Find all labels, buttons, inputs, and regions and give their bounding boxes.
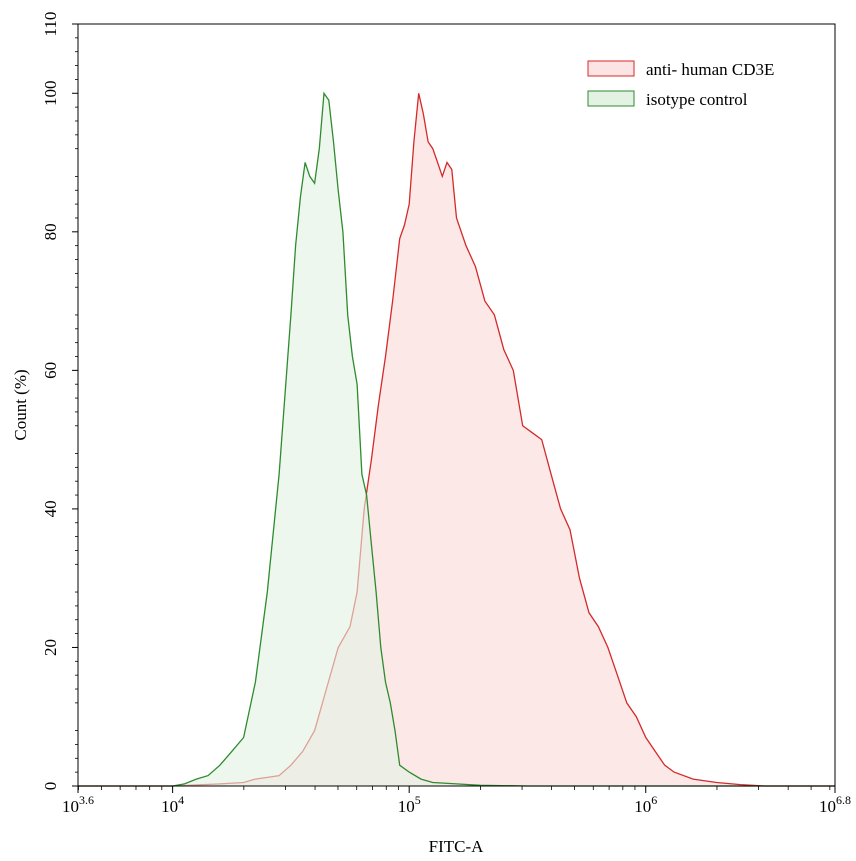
legend-swatch-cd3e — [587, 60, 635, 77]
y-tick-label-80: 80 — [41, 223, 60, 240]
legend-swatch-isotype — [587, 90, 635, 107]
y-tick-label-100: 100 — [41, 81, 60, 107]
series-area-1 — [78, 93, 835, 787]
y-tick-label-40: 40 — [41, 500, 60, 517]
x-tick-label-5: 105 — [398, 793, 421, 816]
series-layer — [78, 91, 835, 787]
legend: anti- human CD3E isotype control — [587, 60, 774, 109]
x-tick-label-3.6: 103.6 — [62, 793, 94, 816]
y-tick-label-110: 110 — [41, 12, 60, 37]
x-tick-label-4: 104 — [161, 793, 184, 816]
y-axis-title: Count (%) — [11, 369, 30, 440]
plot-area — [77, 23, 836, 787]
y-tick-label-0: 0 — [41, 782, 60, 791]
x-tick-label-6: 106 — [634, 793, 657, 816]
y-tick-label-60: 60 — [41, 362, 60, 379]
x-tick-label-6.8: 106.8 — [819, 793, 851, 816]
x-axis-title: FITC-A — [429, 837, 485, 856]
plot-frame — [77, 23, 836, 787]
series-area-0 — [78, 93, 835, 787]
ticks-layer: 0 20 40 60 80 100 110 103.6 104 105 106 106.8 — [41, 12, 851, 816]
legend-label-isotype: isotype control — [646, 90, 748, 109]
y-tick-label-20: 20 — [41, 639, 60, 656]
legend-label-cd3e: anti- human CD3E — [646, 60, 774, 79]
series-line-1 — [78, 91, 835, 787]
